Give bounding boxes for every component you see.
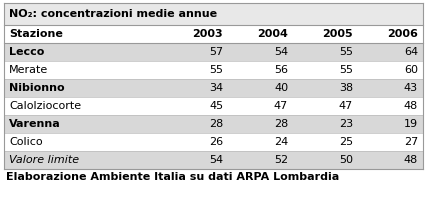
Text: 48: 48 [403,101,417,111]
Text: 55: 55 [338,65,352,75]
Text: Lecco: Lecco [9,47,44,57]
Bar [4,43,422,61]
Text: 23: 23 [338,119,352,129]
Bar [4,115,422,133]
Text: 50: 50 [338,155,352,165]
Text: 56: 56 [273,65,288,75]
Text: 38: 38 [338,83,352,93]
Text: 28: 28 [208,119,223,129]
Text: 55: 55 [209,65,223,75]
Bar [4,79,422,97]
Text: 26: 26 [209,137,223,147]
Text: 48: 48 [403,155,417,165]
Bar [4,97,422,115]
Text: Calolziocorte: Calolziocorte [9,101,81,111]
Text: 55: 55 [338,47,352,57]
Text: 2003: 2003 [192,29,223,39]
Text: 2004: 2004 [256,29,288,39]
Text: 27: 27 [403,137,417,147]
Text: Merate: Merate [9,65,48,75]
Text: 40: 40 [273,83,288,93]
Text: 54: 54 [273,47,288,57]
Text: NO₂: concentrazioni medie annue: NO₂: concentrazioni medie annue [9,9,216,19]
Text: 54: 54 [209,155,223,165]
Bar [4,3,422,25]
Text: 60: 60 [403,65,417,75]
Text: 45: 45 [209,101,223,111]
Text: Stazione: Stazione [9,29,63,39]
Text: 47: 47 [338,101,352,111]
Text: 52: 52 [273,155,288,165]
Text: Varenna: Varenna [9,119,60,129]
Text: 24: 24 [273,137,288,147]
Text: Colico: Colico [9,137,43,147]
Text: Valore limite: Valore limite [9,155,79,165]
Bar [4,151,422,169]
Text: 2006: 2006 [386,29,417,39]
Text: Elaborazione Ambiente Italia su dati ARPA Lombardia: Elaborazione Ambiente Italia su dati ARP… [6,172,338,182]
Text: Nibionno: Nibionno [9,83,64,93]
Bar [4,133,422,151]
Text: 47: 47 [273,101,288,111]
Text: 34: 34 [209,83,223,93]
Bar [4,61,422,79]
Text: 57: 57 [209,47,223,57]
Text: 43: 43 [403,83,417,93]
Text: 28: 28 [273,119,288,129]
Bar [4,25,422,43]
Text: 25: 25 [338,137,352,147]
Text: 64: 64 [403,47,417,57]
Text: 19: 19 [403,119,417,129]
Text: 2005: 2005 [322,29,352,39]
